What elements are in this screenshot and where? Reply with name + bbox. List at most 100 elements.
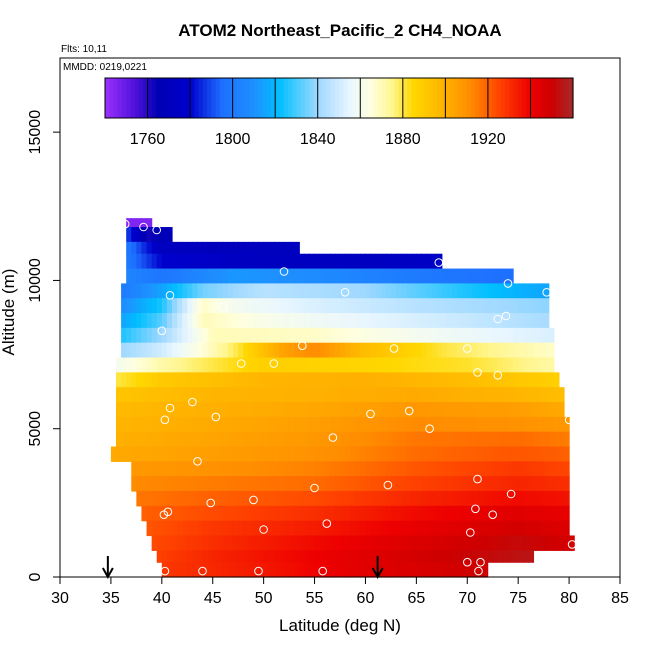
heatmap-cell [431, 461, 438, 477]
heatmap-cell [329, 283, 336, 299]
heatmap-cell [482, 357, 489, 373]
heatmap-cell [136, 446, 143, 462]
heatmap-cell [212, 535, 219, 551]
heatmap-cell [222, 446, 229, 462]
heatmap-cell [502, 431, 509, 448]
heatmap-cell [238, 446, 244, 462]
heatmap-cell [273, 550, 280, 563]
heatmap-cell [334, 490, 341, 507]
heatmap-cell [390, 357, 397, 373]
heatmap-cell [477, 490, 484, 507]
heatmap-cell [304, 446, 311, 462]
heatmap-cell [431, 416, 438, 433]
heatmap-cell [340, 550, 346, 563]
heatmap-cell [457, 490, 463, 507]
heatmap-cell [248, 357, 255, 373]
heatmap-cell [304, 490, 311, 507]
heatmap-cell [182, 357, 188, 373]
heatmap-cell [436, 562, 443, 578]
heatmap-cell [345, 550, 351, 563]
heatmap-cell [243, 416, 249, 433]
sample-point [471, 504, 480, 514]
heatmap-cell [192, 535, 199, 551]
x-tick-label: 70 [458, 590, 476, 607]
heatmap-cell [268, 461, 275, 477]
heatmap-cell [421, 505, 428, 522]
heatmap-cell [289, 416, 295, 433]
heatmap-cell [233, 253, 239, 270]
heatmap-cell [411, 416, 417, 433]
heatmap-cell [309, 490, 316, 507]
heatmap-cell [187, 431, 193, 448]
heatmap-cell [263, 446, 270, 462]
heatmap-cell [380, 402, 387, 418]
sample-point [120, 219, 130, 229]
heatmap-cell [497, 490, 504, 507]
heatmap-cell [462, 505, 468, 522]
heatmap-cell [324, 357, 331, 373]
heatmap-cell [452, 283, 458, 299]
heatmap-cell [233, 416, 239, 433]
heatmap-cell [385, 327, 392, 344]
heatmap-cell [294, 535, 300, 551]
colorbar-swatch [207, 78, 212, 118]
heatmap-cell [141, 431, 148, 448]
heatmap-cell [452, 402, 458, 418]
heatmap-cell [508, 416, 514, 433]
heatmap-cell [289, 461, 295, 477]
heatmap-cell [207, 446, 214, 462]
heatmap-cell [146, 372, 153, 388]
heatmap-cell [426, 372, 433, 388]
heatmap-cell [166, 327, 173, 344]
heatmap-cell [431, 490, 438, 507]
heatmap-cell [360, 520, 367, 537]
heatmap-cell [212, 416, 219, 433]
heatmap-cell [177, 476, 183, 492]
heatmap-cell [146, 476, 153, 492]
heatmap-cell [492, 387, 499, 403]
heatmap-cell [304, 268, 311, 284]
heatmap-cell [513, 416, 519, 433]
heatmap-cell [197, 253, 204, 270]
heatmap-cell [452, 387, 458, 403]
heatmap-cell [268, 298, 275, 314]
heatmap-cell [314, 490, 321, 507]
sample-point [493, 371, 503, 380]
heatmap-cell [533, 490, 540, 507]
heatmap-cell [289, 283, 295, 299]
heatmap-cell [492, 431, 499, 448]
colorbar-swatch [194, 78, 200, 118]
heatmap-cell [401, 550, 407, 563]
heatmap-cell [172, 253, 178, 270]
heatmap-cell [528, 357, 535, 373]
heatmap-cell [502, 283, 509, 299]
heatmap-cell [528, 505, 535, 522]
heatmap-cell [324, 446, 331, 462]
colorbar-swatch [415, 78, 421, 118]
heatmap-cell [126, 402, 132, 418]
heatmap-cell [238, 505, 244, 522]
heatmap-cell [497, 327, 504, 344]
heatmap-cell [253, 505, 260, 522]
heatmap-cell [340, 416, 346, 433]
heatmap-cell [375, 505, 382, 522]
heatmap-cell [497, 357, 504, 373]
heatmap-cell [126, 342, 132, 359]
heatmap-cell [202, 550, 209, 563]
heatmap-cell [309, 461, 316, 477]
colorbar-swatch [436, 78, 442, 118]
heatmap-cell [253, 313, 260, 329]
heatmap-cell [538, 461, 545, 477]
heatmap-cell [141, 387, 148, 403]
heatmap-cell [446, 283, 453, 299]
heatmap-cell [268, 520, 275, 537]
colorbar-frame [104, 77, 574, 119]
heatmap-cell [319, 461, 326, 477]
heatmap-cell [355, 372, 361, 388]
heatmap-cell [329, 416, 336, 433]
heatmap-cell [289, 520, 295, 537]
heatmap-cell [462, 431, 468, 448]
x-tick-label: 55 [306, 590, 324, 607]
heatmap-cell [228, 313, 234, 329]
heatmap-cell [482, 446, 489, 462]
